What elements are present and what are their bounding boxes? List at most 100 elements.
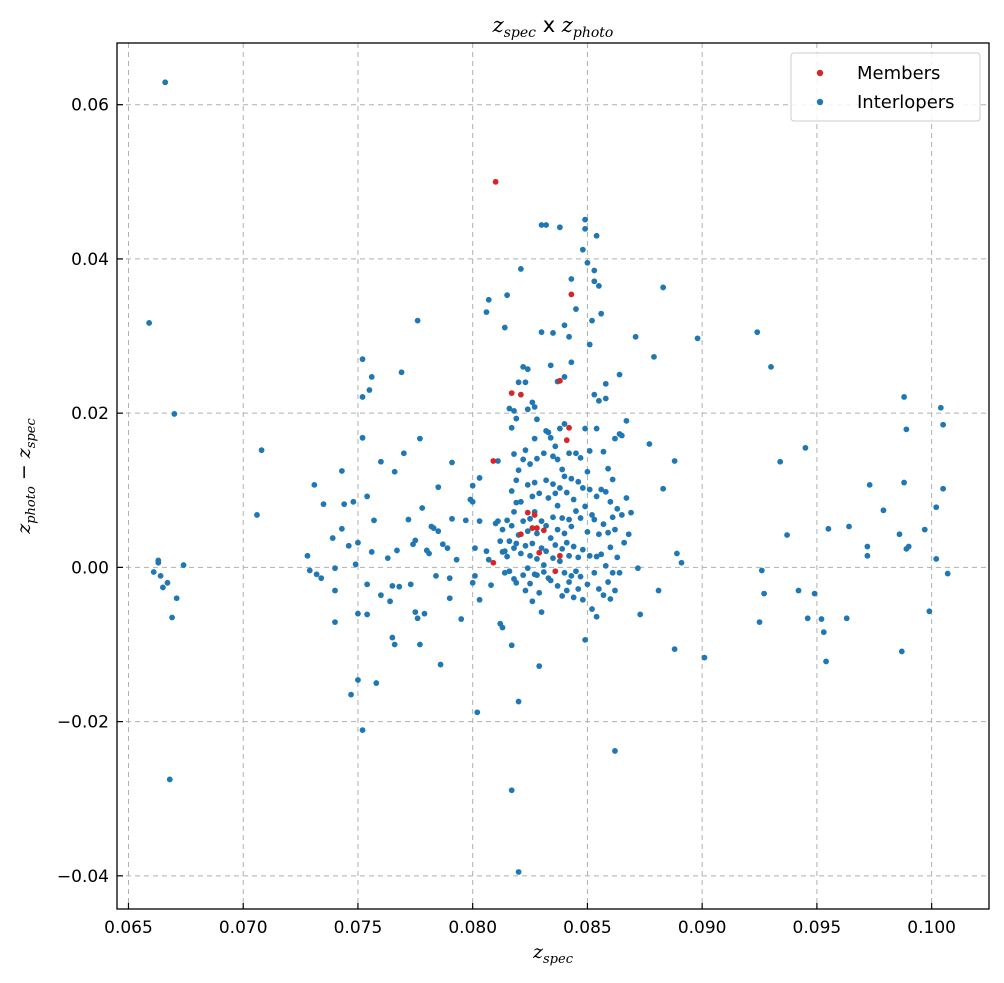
point-interlopers	[550, 514, 556, 521]
point-interlopers	[540, 569, 547, 575]
point-interlopers	[536, 589, 543, 596]
point-members	[534, 525, 540, 531]
point-interlopers	[660, 485, 667, 492]
point-interlopers	[586, 552, 593, 559]
point-interlopers	[777, 458, 784, 465]
point-interlopers	[563, 539, 570, 546]
point-interlopers	[655, 587, 662, 594]
point-interlopers	[472, 572, 478, 579]
point-interlopers	[364, 581, 371, 588]
point-interlopers	[513, 499, 520, 506]
point-interlopers	[545, 495, 552, 501]
point-interlopers	[348, 691, 354, 698]
point-interlopers	[446, 595, 453, 602]
point-interlopers	[568, 359, 575, 366]
point-interlopers	[359, 394, 366, 400]
point-interlopers	[531, 479, 538, 486]
point-interlopers	[940, 421, 947, 428]
point-interlopers	[350, 498, 357, 505]
point-interlopers	[483, 548, 490, 555]
point-interlopers	[628, 509, 634, 516]
point-interlopers	[469, 498, 476, 505]
point-interlopers	[150, 569, 157, 575]
point-interlopers	[598, 551, 605, 558]
point-interlopers	[254, 512, 260, 518]
point-interlopers	[538, 329, 545, 336]
point-interlopers	[488, 582, 494, 589]
point-interlopers	[389, 582, 396, 589]
point-interlopers	[495, 458, 501, 464]
point-interlopers	[166, 776, 173, 783]
x-axis-label: zspec	[532, 941, 574, 967]
point-interlopers	[359, 434, 366, 441]
y-tick-label: 0.06	[71, 96, 109, 116]
point-interlopers	[543, 548, 550, 555]
point-interlopers	[529, 598, 536, 605]
point-interlopers	[414, 317, 421, 324]
point-interlopers	[823, 658, 829, 665]
x-tick-label: 0.070	[219, 918, 268, 938]
point-interlopers	[905, 543, 912, 550]
point-interlopers	[568, 276, 575, 282]
point-interlopers	[469, 579, 476, 586]
point-interlopers	[355, 610, 361, 617]
point-interlopers	[820, 629, 827, 636]
point-interlopers	[609, 569, 616, 576]
point-interlopers	[412, 537, 419, 544]
point-interlopers	[566, 516, 572, 523]
point-interlopers	[568, 572, 575, 579]
point-interlopers	[501, 569, 508, 576]
point-interlopers	[547, 577, 554, 584]
point-interlopers	[547, 434, 554, 441]
y-tick-label: 0.04	[71, 250, 109, 270]
point-interlopers	[368, 549, 375, 555]
point-interlopers	[563, 587, 570, 594]
point-interlopers	[846, 523, 852, 530]
point-interlopers	[536, 490, 543, 497]
point-interlopers	[550, 481, 556, 487]
point-interlopers	[355, 677, 361, 683]
point-interlopers	[540, 450, 547, 457]
point-interlopers	[538, 609, 545, 616]
point-interlopers	[573, 306, 579, 312]
point-interlopers	[513, 477, 520, 484]
point-interlopers	[508, 642, 515, 649]
point-interlopers	[453, 556, 460, 563]
point-interlopers	[561, 569, 568, 576]
point-interlopers	[582, 425, 589, 432]
point-interlopers	[595, 397, 602, 404]
point-interlopers	[864, 543, 871, 550]
legend-label-interlopers: Interlopers	[857, 92, 955, 113]
point-interlopers	[506, 538, 513, 545]
point-interlopers	[483, 309, 490, 316]
legend-label-members: Members	[857, 63, 940, 84]
point-interlopers	[522, 587, 529, 594]
point-interlopers	[520, 572, 527, 578]
point-interlopers	[520, 363, 527, 370]
point-interlopers	[561, 530, 568, 537]
point-interlopers	[146, 320, 153, 326]
point-interlopers	[896, 531, 903, 538]
point-interlopers	[547, 362, 554, 369]
point-interlopers	[352, 561, 359, 568]
point-interlopers	[524, 481, 531, 488]
point-interlopers	[612, 748, 618, 754]
point-interlopers	[529, 399, 536, 406]
point-interlopers	[435, 528, 442, 535]
point-interlopers	[364, 611, 371, 618]
point-interlopers	[504, 292, 511, 299]
point-interlopers	[426, 550, 432, 557]
point-interlopers	[646, 441, 653, 447]
point-interlopers	[524, 528, 531, 535]
point-interlopers	[570, 543, 577, 550]
point-interlopers	[625, 531, 632, 538]
point-interlopers	[901, 394, 907, 400]
point-interlopers	[561, 421, 568, 427]
point-interlopers	[582, 225, 589, 232]
point-interlopers	[566, 552, 572, 559]
point-interlopers	[476, 596, 483, 603]
point-interlopers	[538, 518, 545, 525]
point-interlopers	[612, 587, 618, 594]
point-interlopers	[400, 450, 407, 457]
